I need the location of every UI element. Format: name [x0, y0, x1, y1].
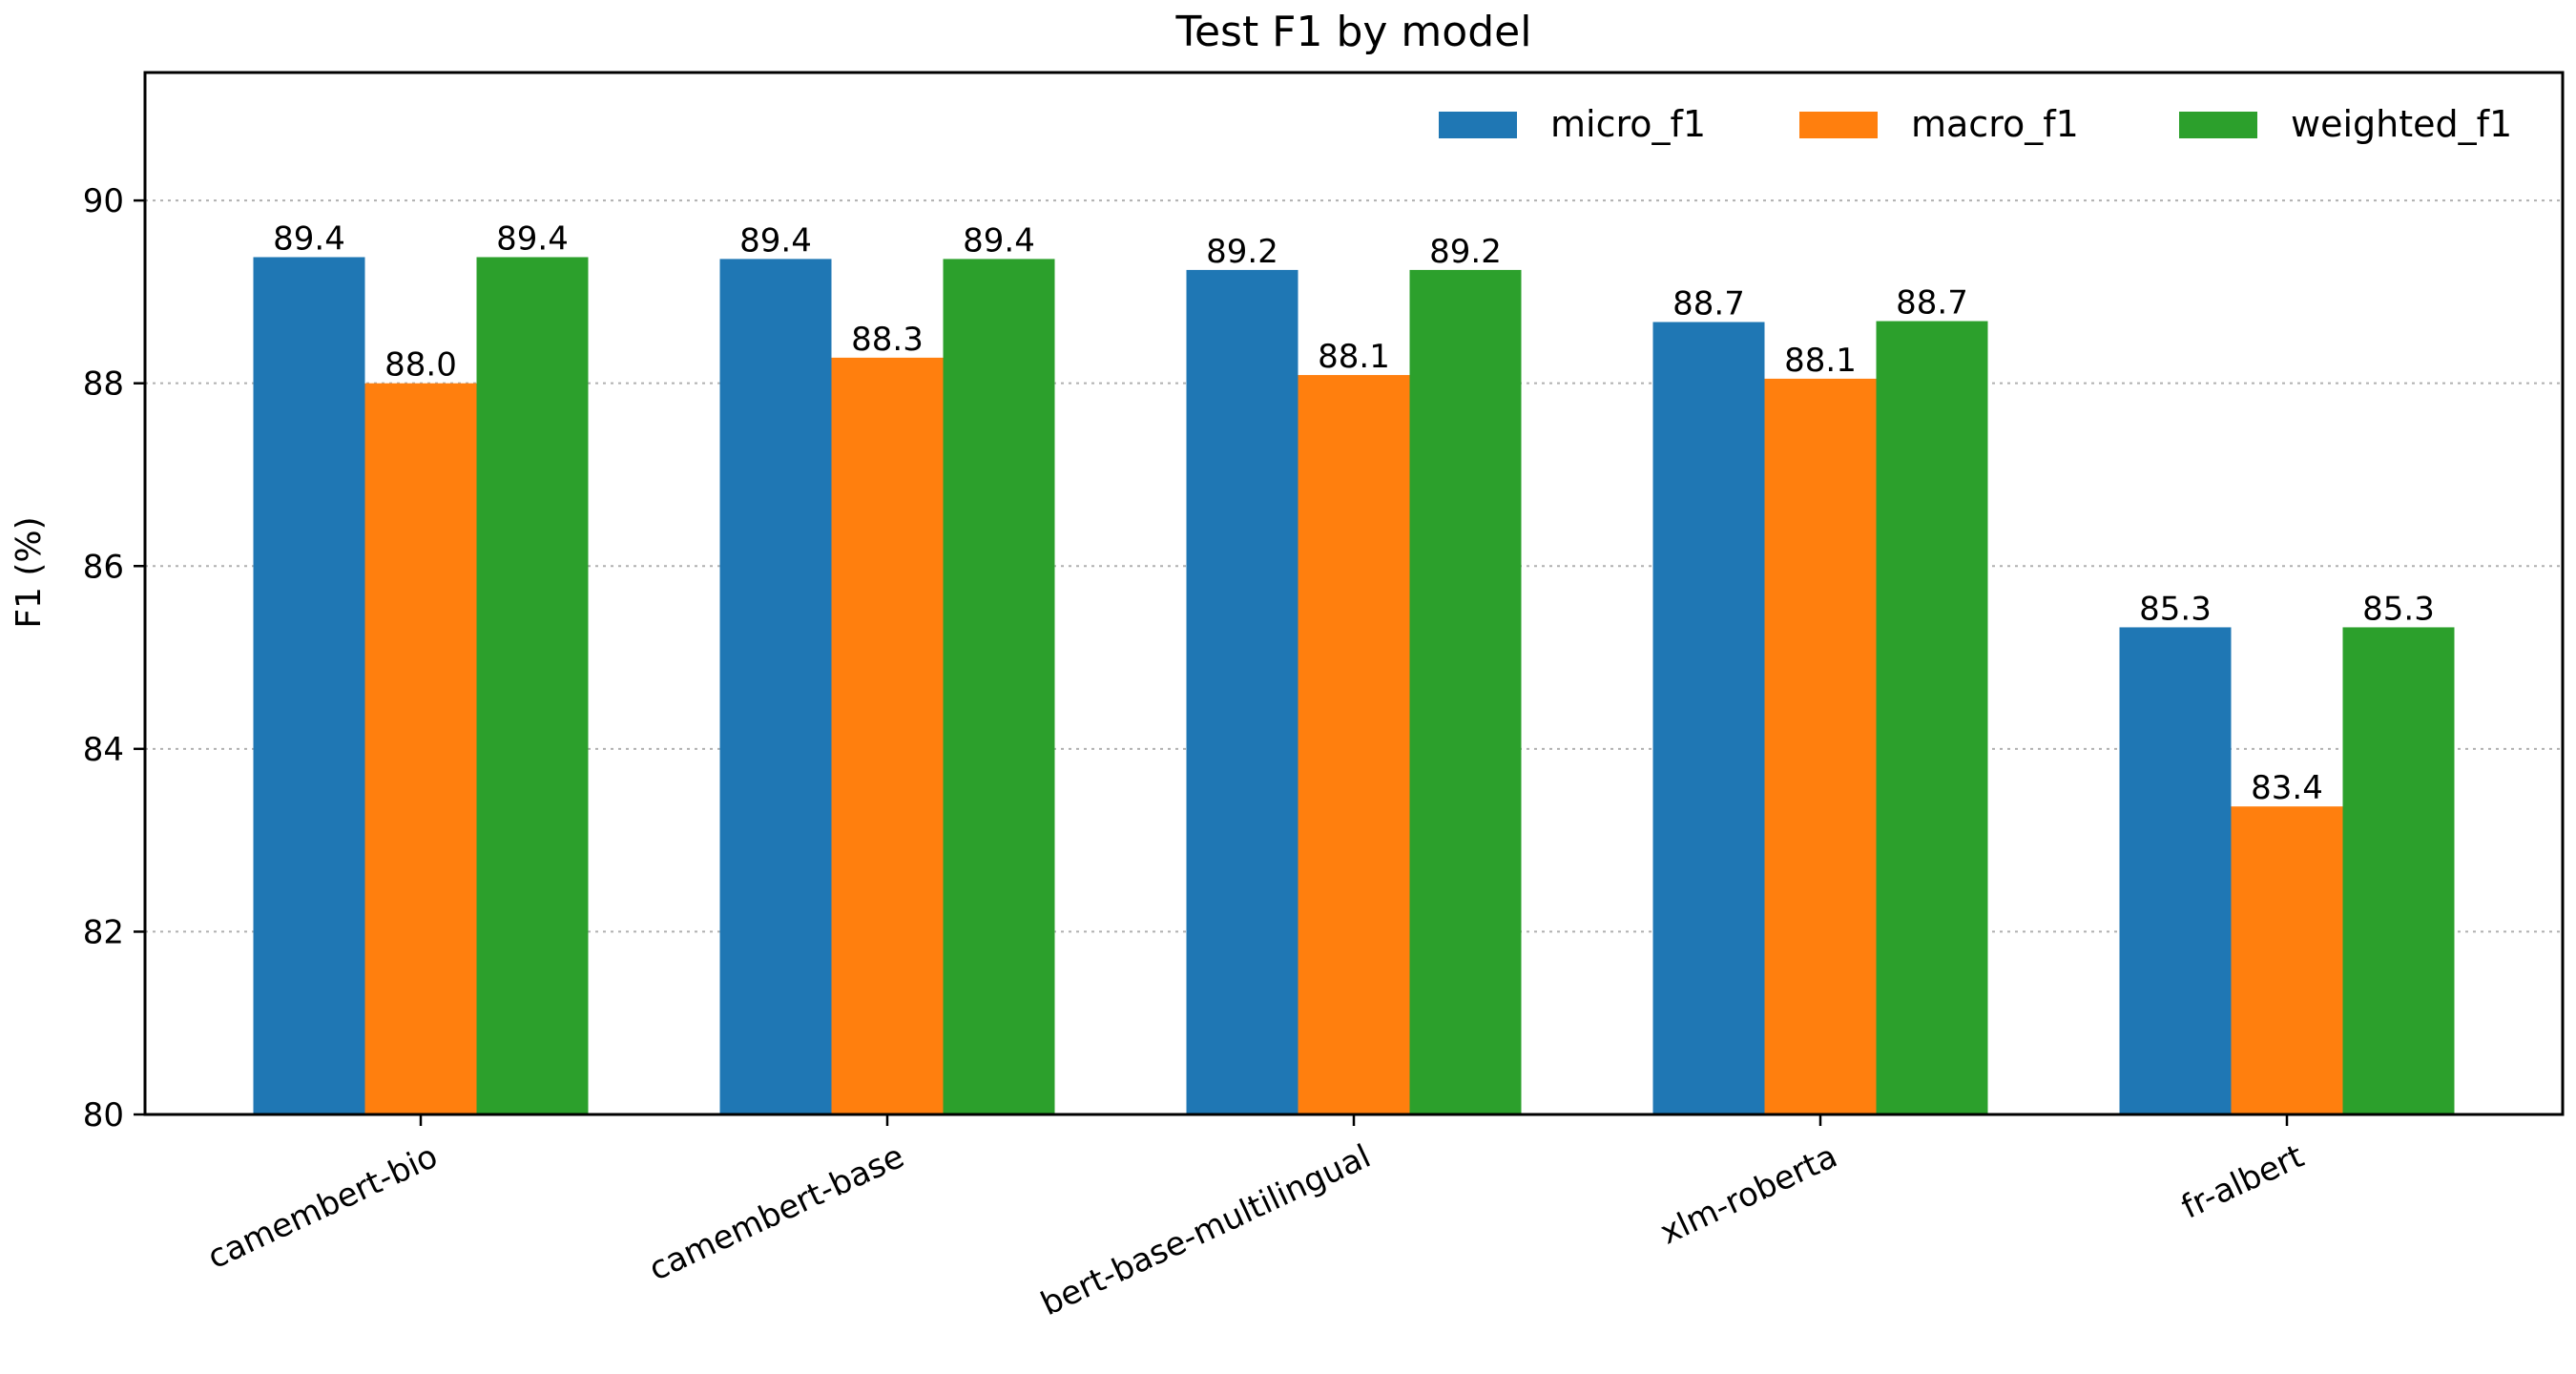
data-label-weighted_f1: 88.7 [1896, 284, 1968, 323]
data-label-micro_f1: 89.4 [739, 221, 812, 260]
y-tick-label: 86 [83, 548, 124, 586]
y-tick-label: 90 [83, 182, 124, 220]
bar-micro_f1 [1186, 269, 1298, 1114]
legend-swatch-micro_f1 [1439, 112, 1517, 138]
y-tick-label: 80 [83, 1096, 124, 1135]
y-tick-label: 82 [83, 913, 124, 951]
bar-weighted_f1 [2342, 627, 2455, 1114]
data-label-weighted_f1: 85.3 [2362, 590, 2435, 628]
data-label-macro_f1: 88.1 [1784, 342, 1857, 380]
data-label-macro_f1: 88.3 [851, 321, 924, 359]
y-tick-label: 88 [83, 365, 124, 404]
bar-micro_f1 [719, 259, 832, 1114]
chart-title: Test F1 by model [1175, 8, 1532, 56]
data-label-weighted_f1: 89.4 [963, 221, 1035, 260]
bars [253, 257, 2455, 1114]
legend: micro_f1 macro_f1 weighted_f1 [1439, 103, 2512, 145]
data-label-macro_f1: 88.0 [384, 346, 457, 385]
legend-swatch-weighted_f1 [2179, 112, 2257, 138]
bar-micro_f1 [2119, 627, 2232, 1114]
data-label-micro_f1: 85.3 [2139, 590, 2212, 628]
bar-macro_f1 [1298, 375, 1410, 1114]
bar-macro_f1 [831, 357, 944, 1114]
data-label-micro_f1: 89.2 [1206, 233, 1278, 271]
data-label-micro_f1: 89.4 [273, 219, 345, 258]
bar-micro_f1 [253, 257, 365, 1114]
bar-macro_f1 [364, 383, 477, 1114]
data-label-weighted_f1: 89.4 [496, 219, 569, 258]
legend-label-macro_f1: macro_f1 [1911, 103, 2079, 145]
data-label-macro_f1: 83.4 [2251, 769, 2323, 807]
legend-label-weighted_f1: weighted_f1 [2291, 103, 2512, 145]
bar-weighted_f1 [1876, 321, 1988, 1114]
data-label-macro_f1: 88.1 [1318, 338, 1390, 376]
y-axis-label: F1 (%) [10, 516, 49, 628]
data-label-micro_f1: 88.7 [1672, 285, 1745, 323]
y-tick-label: 84 [83, 731, 124, 769]
legend-label-micro_f1: micro_f1 [1550, 103, 1706, 145]
legend-swatch-macro_f1 [1799, 112, 1878, 138]
bar-weighted_f1 [476, 257, 589, 1114]
bar-micro_f1 [1652, 322, 1765, 1114]
bar-macro_f1 [1764, 378, 1877, 1114]
bar-macro_f1 [2231, 806, 2343, 1114]
data-labels: 89.4 88.0 89.4 89.4 88.3 89.4 89.2 88.1 89.2 88.7… [273, 219, 2435, 807]
data-label-weighted_f1: 89.2 [1429, 233, 1502, 271]
bar-weighted_f1 [1409, 269, 1522, 1114]
bar-weighted_f1 [943, 259, 1055, 1114]
